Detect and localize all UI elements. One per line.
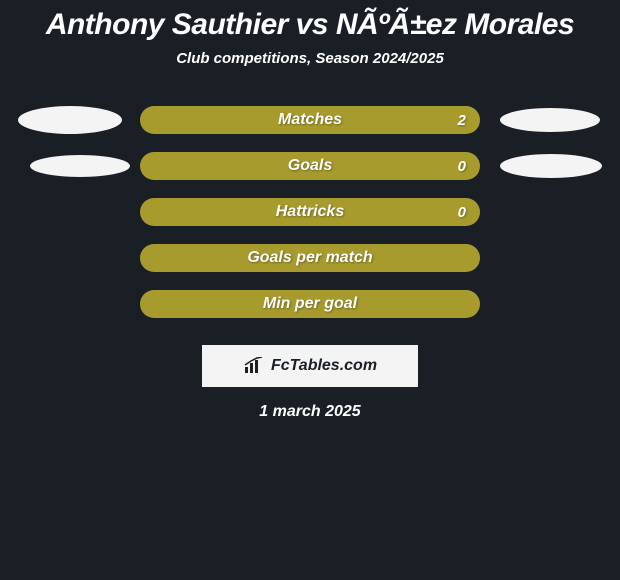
chart-icon <box>243 357 265 375</box>
title: Anthony Sauthier vs NÃºÃ±ez Morales <box>0 0 620 42</box>
stat-bar: Goals 0 <box>140 152 480 180</box>
stat-row-hattricks: Hattricks 0 <box>10 189 610 235</box>
logo-text: FcTables.com <box>271 357 377 375</box>
stat-label: Goals <box>288 157 332 175</box>
stat-label: Matches <box>278 111 342 129</box>
left-marker-ellipse <box>18 106 122 134</box>
stat-bar: Matches 2 <box>140 106 480 134</box>
stat-label: Hattricks <box>276 203 344 221</box>
right-marker-ellipse <box>500 154 602 178</box>
stat-row-matches: Matches 2 <box>10 97 610 143</box>
stats-area: Matches 2 Goals 0 Hattricks 0 Goals per … <box>0 97 620 327</box>
left-marker-ellipse <box>30 155 130 177</box>
stat-label: Goals per match <box>247 249 372 267</box>
date-label: 1 march 2025 <box>0 403 620 421</box>
stat-row-goals: Goals 0 <box>10 143 610 189</box>
stat-bar: Min per goal <box>140 290 480 318</box>
right-marker-ellipse <box>500 108 600 132</box>
stat-bar: Goals per match <box>140 244 480 272</box>
logo-box: FcTables.com <box>202 345 418 387</box>
stat-label: Min per goal <box>263 295 357 313</box>
stat-row-min-per-goal: Min per goal <box>10 281 610 327</box>
stat-bar: Hattricks 0 <box>140 198 480 226</box>
stat-value-right: 0 <box>458 158 466 175</box>
stat-value-right: 2 <box>458 112 466 129</box>
stat-row-goals-per-match: Goals per match <box>10 235 610 281</box>
subtitle: Club competitions, Season 2024/2025 <box>0 50 620 67</box>
stat-value-right: 0 <box>458 204 466 221</box>
comparison-infographic: Anthony Sauthier vs NÃºÃ±ez Morales Club… <box>0 0 620 580</box>
